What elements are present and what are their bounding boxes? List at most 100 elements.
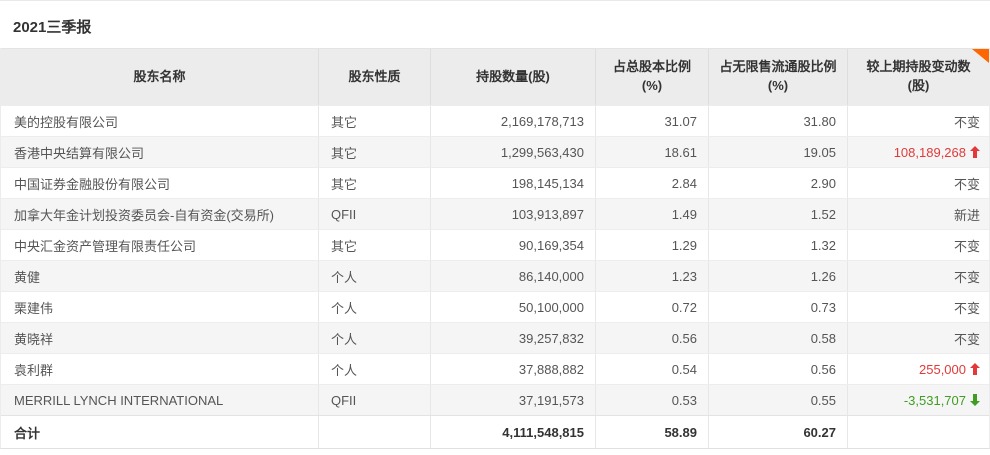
pct-float-cell: 19.05: [708, 137, 847, 167]
title-bar: 2021三季报: [0, 1, 990, 48]
pct-float-cell: 31.80: [708, 106, 847, 136]
change-cell: 108,189,268: [847, 137, 989, 167]
shareholder-nature-cell: QFII: [318, 385, 430, 415]
table-row: 栗建伟 个人 50,100,000 0.72 0.73 不变: [1, 291, 989, 322]
shareholder-nature-cell: 个人: [318, 261, 430, 291]
pct-float-cell: 2.90: [708, 168, 847, 198]
shares-held-cell: 39,257,832: [430, 323, 595, 353]
shareholder-name-cell: 黄健: [14, 269, 41, 285]
change-text: 不变: [953, 269, 980, 285]
change-cell: 255,000: [847, 354, 989, 384]
header-cell-name: 股东名称: [133, 68, 186, 84]
arrow-down-icon: [970, 394, 980, 406]
pct-total-cell: 0.72: [595, 292, 708, 322]
shares-held-cell: 198,145,134: [430, 168, 595, 198]
pct-float-cell: 0.73: [708, 292, 847, 322]
pct-float-cell: 1.26: [708, 261, 847, 291]
table-row: 袁利群 个人 37,888,882 0.54 0.56 255,000: [1, 353, 989, 384]
shareholder-name-cell: MERRILL LYNCH INTERNATIONAL: [14, 392, 224, 408]
pct-float-cell: 1.52: [708, 199, 847, 229]
change-text: 108,189,268: [893, 144, 966, 160]
pct-total-cell: 0.56: [595, 323, 708, 353]
change-cell: 不变: [847, 168, 989, 198]
shareholder-nature-cell: 其它: [318, 106, 430, 136]
header-cell-pct-float: 占无限售流通股比例(%): [708, 49, 847, 105]
shares-held-cell: 2,169,178,713: [430, 106, 595, 136]
pct-total-cell: 2.84: [595, 168, 708, 198]
shares-held-cell: 90,169,354: [430, 230, 595, 260]
header-cell-nature: 股东性质: [318, 49, 430, 105]
shareholder-nature-cell: 其它: [318, 137, 430, 167]
change-cell: 不变: [847, 261, 989, 291]
header-cell-shares: 持股数量(股): [430, 49, 595, 105]
change-cell: 不变: [847, 323, 989, 353]
shares-held-cell: 1,299,563,430: [430, 137, 595, 167]
table-row: 黄晓祥 个人 39,257,832 0.56 0.58 不变: [1, 322, 989, 353]
shareholder-name-cell: 中国证券金融股份有限公司: [14, 176, 171, 192]
table-row: 黄健 个人 86,140,000 1.23 1.26 不变: [1, 260, 989, 291]
table-body: 美的控股有限公司 其它 2,169,178,713 31.07 31.80 不变…: [1, 105, 989, 415]
change-cell: 不变: [847, 106, 989, 136]
shareholder-nature-cell: 个人: [318, 323, 430, 353]
total-row: 合计 4,111,548,815 58.89 60.27: [1, 415, 989, 448]
table-row: 中央汇金资产管理有限责任公司 其它 90,169,354 1.29 1.32 不…: [1, 229, 989, 260]
header-cell-change: 较上期持股变动数(股): [847, 49, 989, 105]
shareholder-name-cell: 加拿大年金计划投资委员会-自有资金(交易所): [14, 207, 274, 223]
shares-held-cell: 103,913,897: [430, 199, 595, 229]
shareholder-name-cell: 袁利群: [14, 362, 54, 378]
total-change-cell: [847, 416, 989, 448]
shareholder-name-cell: 栗建伟: [14, 300, 54, 316]
total-label-cell: 合计: [14, 425, 41, 441]
change-text: 不变: [953, 238, 980, 254]
header-cell-pct-total: 占总股本比例(%): [595, 49, 708, 105]
pct-float-cell: 0.55: [708, 385, 847, 415]
shareholder-name-cell: 黄晓祥: [14, 331, 54, 347]
change-text: 不变: [953, 300, 980, 316]
pct-total-cell: 1.29: [595, 230, 708, 260]
change-text: 不变: [953, 331, 980, 347]
change-cell: 不变: [847, 292, 989, 322]
change-text: 255,000: [919, 361, 966, 377]
shareholders-table: 股东名称 股东性质 持股数量(股) 占总股本比例(%) 占无限售流通股比例(%)…: [0, 48, 990, 449]
pct-total-cell: 1.23: [595, 261, 708, 291]
pct-float-cell: 0.58: [708, 323, 847, 353]
corner-fold-icon: [972, 49, 989, 63]
shares-held-cell: 37,191,573: [430, 385, 595, 415]
table-row: 中国证券金融股份有限公司 其它 198,145,134 2.84 2.90 不变: [1, 167, 989, 198]
total-pct-total-cell: 58.89: [595, 416, 708, 448]
pct-float-cell: 1.32: [708, 230, 847, 260]
shareholder-name-cell: 中央汇金资产管理有限责任公司: [14, 238, 197, 254]
shares-held-cell: 86,140,000: [430, 261, 595, 291]
pct-total-cell: 0.54: [595, 354, 708, 384]
pct-total-cell: 31.07: [595, 106, 708, 136]
table-row: 香港中央结算有限公司 其它 1,299,563,430 18.61 19.05 …: [1, 136, 989, 167]
table-row: 美的控股有限公司 其它 2,169,178,713 31.07 31.80 不变: [1, 105, 989, 136]
total-shares-cell: 4,111,548,815: [430, 416, 595, 448]
change-text: 新进: [953, 207, 980, 223]
shareholder-name-cell: 美的控股有限公司: [14, 114, 119, 130]
total-nature-cell: [318, 416, 430, 448]
change-text: 不变: [953, 176, 980, 192]
shareholder-nature-cell: 其它: [318, 230, 430, 260]
change-cell: 不变: [847, 230, 989, 260]
change-text: -3,531,707: [903, 392, 966, 408]
pct-float-cell: 0.56: [708, 354, 847, 384]
total-pct-float-cell: 60.27: [708, 416, 847, 448]
shareholder-name-cell: 香港中央结算有限公司: [14, 145, 145, 161]
shareholder-nature-cell: 其它: [318, 168, 430, 198]
pct-total-cell: 18.61: [595, 137, 708, 167]
table-row: 加拿大年金计划投资委员会-自有资金(交易所) QFII 103,913,897 …: [1, 198, 989, 229]
shareholder-nature-cell: QFII: [318, 199, 430, 229]
shares-held-cell: 50,100,000: [430, 292, 595, 322]
pct-total-cell: 1.49: [595, 199, 708, 229]
arrow-up-icon: [970, 146, 980, 158]
arrow-up-icon: [970, 363, 980, 375]
change-text: 不变: [953, 114, 980, 130]
pct-total-cell: 0.53: [595, 385, 708, 415]
table-header: 股东名称 股东性质 持股数量(股) 占总股本比例(%) 占无限售流通股比例(%)…: [1, 48, 989, 105]
page-title: 2021三季报: [13, 19, 92, 36]
change-cell: -3,531,707: [847, 385, 989, 415]
change-cell: 新进: [847, 199, 989, 229]
shares-held-cell: 37,888,882: [430, 354, 595, 384]
